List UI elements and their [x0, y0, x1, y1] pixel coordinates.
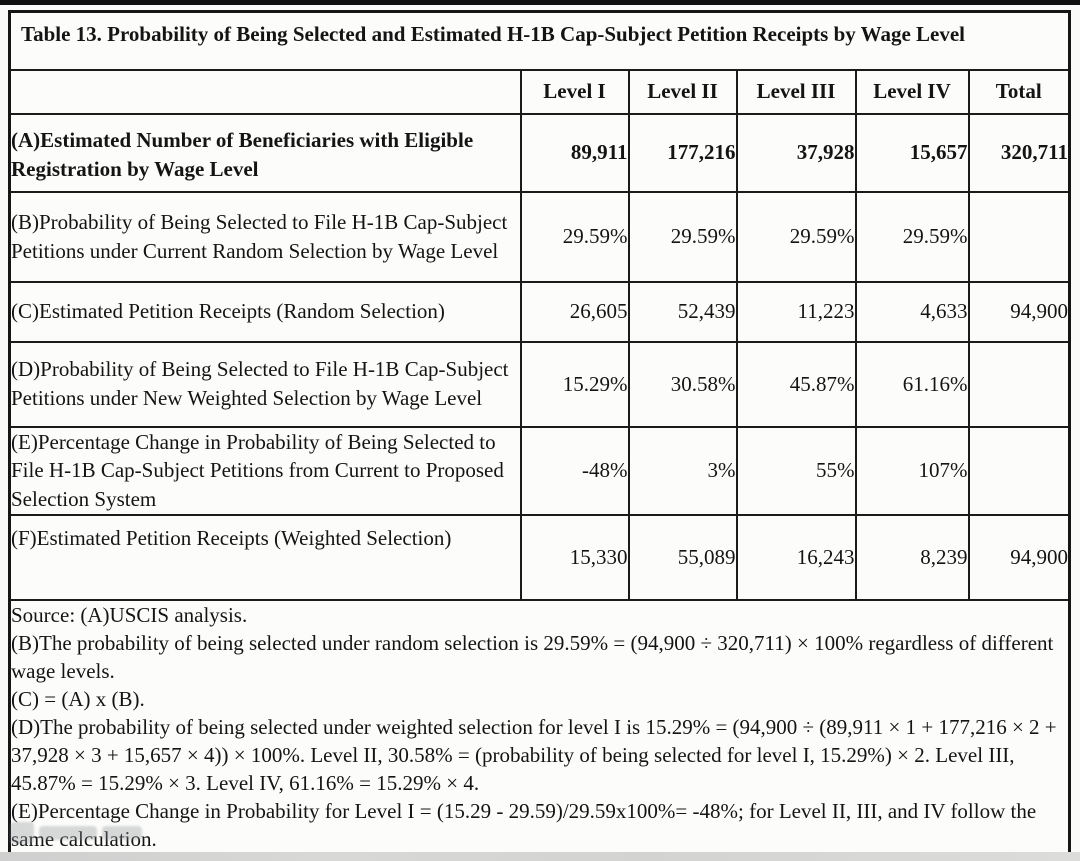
source-note: (B)The probability of being selected und…	[11, 631, 1054, 684]
cell-value: 29.59%	[735, 190, 857, 283]
table-row-c: (C)Estimated Petition Receipts (Random S…	[8, 280, 1071, 343]
row-label: (A)Estimated Number of Beneficiaries wit…	[8, 112, 522, 193]
cell-value: 8,239	[854, 514, 970, 602]
table-row-b: (B)Probability of Being Selected to File…	[8, 190, 1071, 283]
cell-value: -48%	[519, 425, 630, 517]
cell-value: 61.16%	[854, 340, 970, 428]
row-label: (F)Estimated Petition Receipts (Weighted…	[8, 514, 522, 602]
cell-value: 30.58%	[627, 340, 738, 428]
page-bottom-strip	[0, 852, 1080, 861]
cell-value: 15,330	[519, 514, 630, 602]
cell-value: 11,223	[735, 280, 857, 343]
h1b-wage-level-table: Table 13. Probability of Being Selected …	[8, 10, 1072, 857]
row-label: (B)Probability of Being Selected to File…	[8, 190, 522, 283]
source-note: (C) = (A) x (B).	[11, 687, 145, 712]
cell-value: 177,216	[627, 112, 738, 193]
table-title-row: Table 13. Probability of Being Selected …	[8, 10, 1071, 71]
table-row-f: (F)Estimated Petition Receipts (Weighted…	[8, 514, 1071, 602]
table-notes-row: Source: (A)USCIS analysis. (B)The probab…	[8, 599, 1071, 856]
column-header-total: Total	[967, 68, 1071, 115]
header-empty-cell	[8, 68, 522, 115]
column-header-level-iii: Level III	[735, 68, 857, 115]
source-note: (D)The probability of being selected und…	[11, 715, 1057, 796]
cell-value: 3%	[627, 425, 738, 517]
source-note: (E)Percentage Change in Probability for …	[11, 799, 1037, 852]
cell-value: 89,911	[519, 112, 630, 193]
table-row-a: (A)Estimated Number of Beneficiaries wit…	[8, 112, 1071, 193]
column-header-level-ii: Level II	[627, 68, 738, 115]
table-row-d: (D)Probability of Being Selected to File…	[8, 340, 1071, 428]
cell-value: 29.59%	[519, 190, 630, 283]
page-top-rule	[0, 0, 1080, 5]
cell-value-total	[967, 190, 1071, 283]
cell-value: 26,605	[519, 280, 630, 343]
cell-value-total	[967, 425, 1071, 517]
source-note: Source: (A)USCIS analysis.	[11, 603, 248, 628]
column-header-level-iv: Level IV	[854, 68, 970, 115]
cell-value-total: 94,900	[967, 514, 1071, 602]
row-label: (C)Estimated Petition Receipts (Random S…	[8, 280, 522, 343]
cell-value-total: 320,711	[967, 112, 1071, 193]
source-notes: Source: (A)USCIS analysis. (B)The probab…	[8, 599, 1071, 856]
cell-value: 55%	[735, 425, 857, 517]
cell-value: 29.59%	[854, 190, 970, 283]
cell-value-total	[967, 340, 1071, 428]
column-header-level-i: Level I	[519, 68, 630, 115]
cell-value: 107%	[854, 425, 970, 517]
cell-value: 4,633	[854, 280, 970, 343]
cell-value: 29.59%	[627, 190, 738, 283]
cell-value: 37,928	[735, 112, 857, 193]
cell-value: 16,243	[735, 514, 857, 602]
cell-value-total: 94,900	[967, 280, 1071, 343]
cell-value: 15.29%	[519, 340, 630, 428]
cell-value: 15,657	[854, 112, 970, 193]
cell-value: 52,439	[627, 280, 738, 343]
cell-value: 55,089	[627, 514, 738, 602]
cell-value: 45.87%	[735, 340, 857, 428]
table-header-row: Level I Level II Level III Level IV Tota…	[8, 68, 1071, 115]
row-label: (E)Percentage Change in Probability of B…	[8, 425, 522, 517]
table-title: Table 13. Probability of Being Selected …	[8, 10, 1071, 71]
row-label: (D)Probability of Being Selected to File…	[8, 340, 522, 428]
table-row-e: (E)Percentage Change in Probability of B…	[8, 425, 1071, 517]
